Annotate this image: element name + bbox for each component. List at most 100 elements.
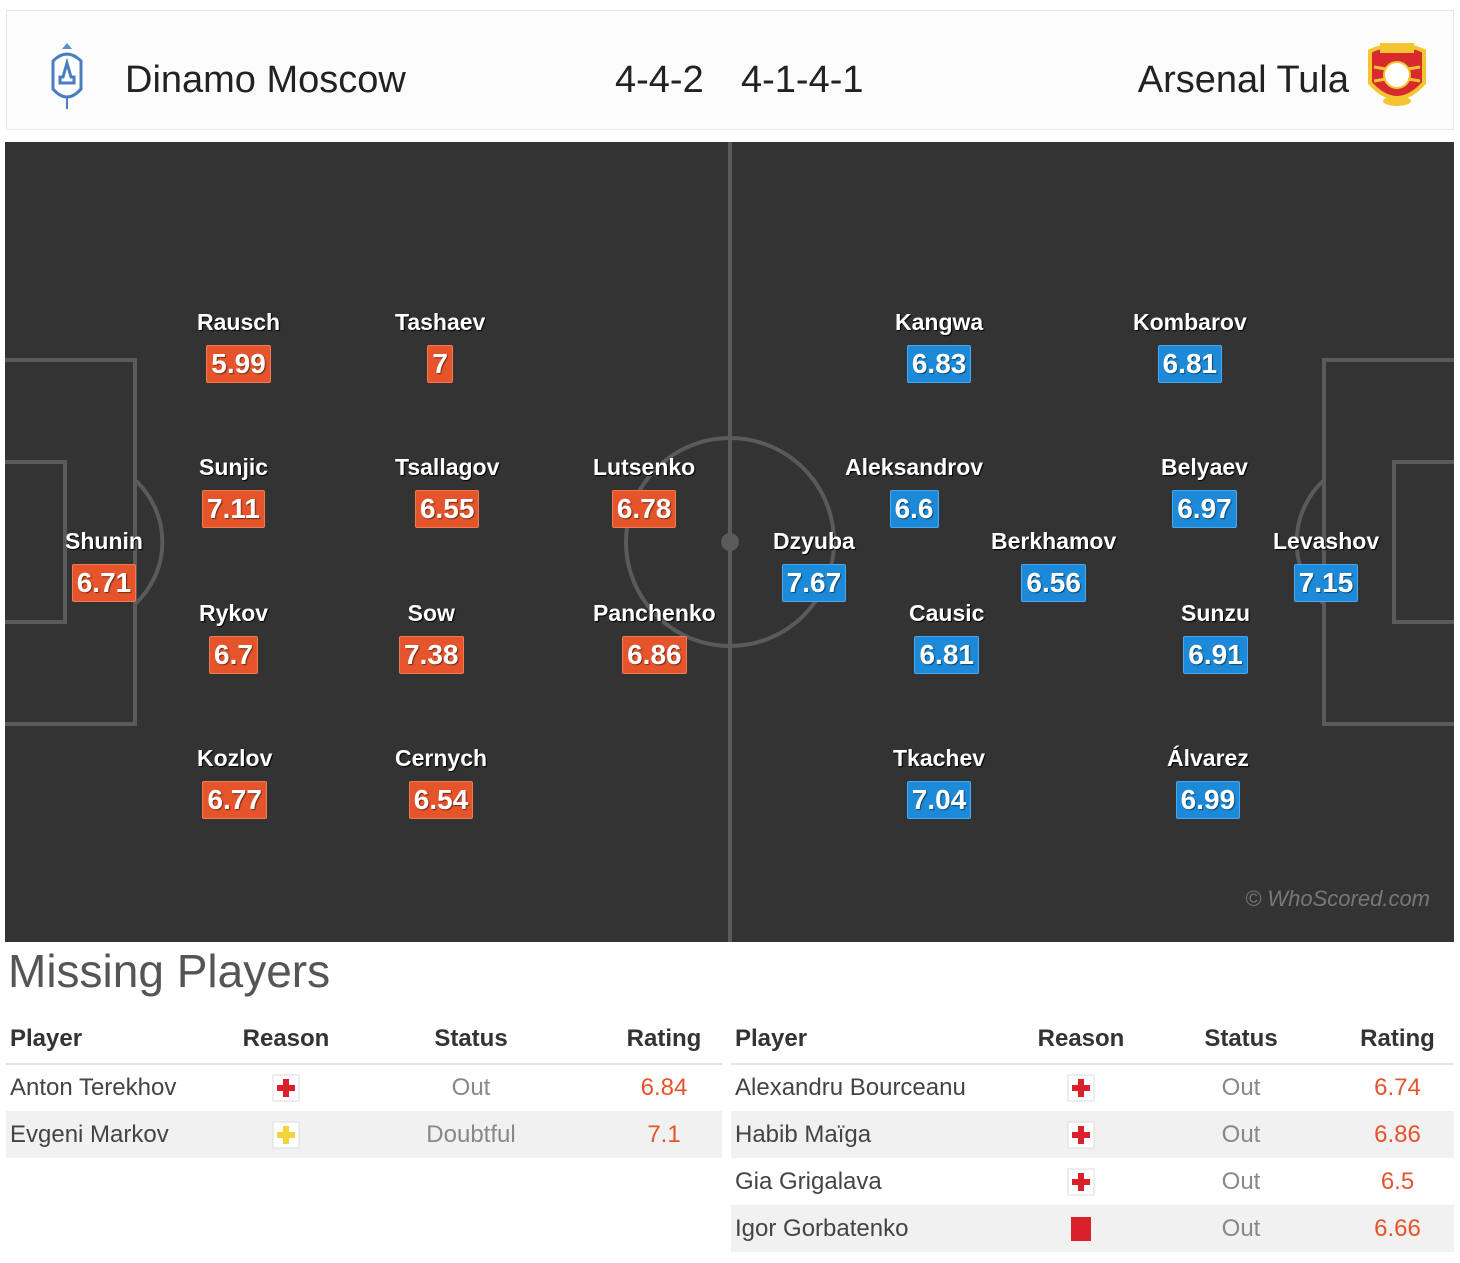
col-player[interactable]: Player	[731, 1014, 1021, 1065]
player-rating: 6.97	[1172, 490, 1237, 528]
away-missing-table: Player Reason Status Rating Alexandru Bo…	[731, 1014, 1454, 1252]
player-name: Sow	[407, 600, 455, 626]
player-name: Kombarov	[1133, 309, 1247, 335]
away-formation: 4-1-4-1	[741, 59, 864, 101]
watermark: © WhoScored.com	[1245, 886, 1430, 911]
missing-player-name[interactable]: Alexandru Bourceanu	[735, 1074, 966, 1101]
away-player[interactable]: Causic 6.81	[909, 600, 984, 674]
home-player[interactable]: Cernych 6.54	[395, 745, 487, 819]
col-reason[interactable]: Reason	[236, 1014, 336, 1065]
player-rating: 7.38	[399, 636, 464, 674]
player-name: Lutsenko	[593, 454, 696, 480]
arsenal-crest-icon[interactable]	[1362, 37, 1432, 111]
home-player[interactable]: Sow 7.38	[399, 600, 464, 674]
table-row: Anton Terekhov Out 6.84	[6, 1064, 722, 1111]
player-rating: 6.55	[414, 490, 480, 528]
injury-icon	[1067, 1074, 1095, 1102]
missing-rating: 7.1	[606, 1111, 722, 1158]
player-name: Kangwa	[895, 309, 984, 335]
away-player[interactable]: Levashov 7.15	[1273, 528, 1379, 602]
reason-cell	[236, 1064, 336, 1111]
player-rating: 6.81	[1157, 345, 1223, 383]
player-name: Dzyuba	[773, 528, 855, 554]
injury-icon	[272, 1074, 300, 1102]
home-player[interactable]: Lutsenko 6.78	[593, 454, 695, 528]
missing-status: Out	[1221, 1074, 1261, 1101]
home-player[interactable]: Tashaev 7	[395, 309, 485, 383]
reason-cell	[1021, 1205, 1141, 1252]
table-row: Gia Grigalava Out 6.5	[731, 1158, 1454, 1205]
player-rating: 7	[427, 345, 453, 383]
missing-player-name[interactable]: Gia Grigalava	[735, 1167, 882, 1195]
reason-cell	[236, 1111, 336, 1158]
table-row: Evgeni Markov Doubtful 7.1	[6, 1111, 722, 1158]
col-rating[interactable]: Rating	[606, 1014, 722, 1065]
player-rating: 6.7	[209, 636, 258, 674]
player-name: Tashaev	[395, 309, 486, 335]
home-formation: 4-4-2	[615, 59, 704, 101]
away-player[interactable]: Dzyuba 7.67	[773, 528, 855, 602]
missing-players-title: Missing Players	[8, 945, 331, 997]
player-rating: 7.04	[906, 781, 972, 819]
missing-player-name[interactable]: Habib Maïga	[731, 1111, 1021, 1158]
player-rating: 6.91	[1183, 636, 1248, 674]
player-rating: 6.6	[889, 490, 939, 528]
away-team-name[interactable]: Arsenal Tula	[1137, 59, 1349, 101]
away-player[interactable]: Sunzu 6.91	[1181, 600, 1250, 674]
player-name: Cernych	[395, 745, 488, 771]
player-name: Sunzu	[1181, 600, 1250, 626]
home-player[interactable]: Sunjic 7.11	[199, 454, 268, 528]
missing-player-name[interactable]: Anton Terekhov	[10, 1074, 177, 1101]
missing-rating: 6.74	[1374, 1074, 1421, 1101]
missing-rating: 6.86	[1341, 1111, 1454, 1158]
home-player[interactable]: Tsallagov 6.55	[395, 454, 499, 528]
missing-player-name[interactable]: Igor Gorbatenko	[731, 1205, 1021, 1252]
dinamo-crest-icon[interactable]	[47, 41, 87, 111]
player-name: Levashov	[1273, 528, 1380, 554]
away-player[interactable]: Kombarov 6.81	[1133, 309, 1247, 383]
player-rating: 6.99	[1175, 781, 1241, 819]
home-player[interactable]: Kozlov 6.77	[197, 745, 272, 819]
away-player[interactable]: Kangwa 6.83	[895, 309, 983, 383]
player-name: Belyaev	[1161, 454, 1248, 480]
away-player[interactable]: Álvarez 6.99	[1167, 745, 1249, 819]
player-rating: 6.54	[408, 781, 474, 819]
away-player[interactable]: Belyaev 6.97	[1161, 454, 1248, 528]
match-header: Dinamo Moscow 4-4-2 4-1-4-1 Arsenal Tula	[6, 10, 1454, 130]
col-rating[interactable]: Rating	[1341, 1014, 1454, 1065]
reason-cell	[1021, 1064, 1141, 1111]
red-card-icon	[1071, 1216, 1091, 1241]
home-player[interactable]: Rykov 6.7	[199, 600, 268, 674]
home-player[interactable]: Shunin 6.71	[65, 528, 143, 602]
injury-icon	[1067, 1121, 1095, 1149]
doubtful-icon	[272, 1121, 300, 1149]
col-status[interactable]: Status	[336, 1014, 606, 1065]
home-player[interactable]: Panchenko 6.86	[593, 600, 716, 674]
injury-icon	[1067, 1168, 1095, 1196]
pitch: Shunin 6.71 Rausch 5.99 Sunjic 7.11 Ryko…	[5, 142, 1454, 942]
away-player[interactable]: Berkhamov 6.56	[991, 528, 1116, 602]
col-status[interactable]: Status	[1141, 1014, 1341, 1065]
player-name: Panchenko	[593, 600, 716, 626]
player-rating: 6.56	[1021, 564, 1086, 602]
home-team-name[interactable]: Dinamo Moscow	[125, 59, 406, 101]
player-name: Shunin	[65, 528, 143, 554]
missing-status: Doubtful	[336, 1111, 606, 1158]
missing-rating: 6.66	[1341, 1205, 1454, 1252]
missing-status: Out	[1221, 1167, 1261, 1195]
player-name: Causic	[909, 600, 985, 626]
player-name: Rausch	[197, 309, 281, 335]
player-name: Tsallagov	[395, 454, 500, 480]
player-name: Rykov	[199, 600, 269, 626]
reason-cell	[1021, 1158, 1141, 1205]
col-player[interactable]: Player	[6, 1014, 236, 1065]
player-name: Kozlov	[197, 745, 273, 771]
away-player[interactable]: Tkachev 7.04	[893, 745, 985, 819]
player-name: Berkhamov	[991, 528, 1117, 554]
away-player[interactable]: Aleksandrov 6.6	[845, 454, 983, 528]
col-reason[interactable]: Reason	[1021, 1014, 1141, 1065]
home-player[interactable]: Rausch 5.99	[197, 309, 280, 383]
player-name: Aleksandrov	[845, 454, 984, 480]
player-name: Tkachev	[893, 745, 986, 771]
missing-player-name[interactable]: Evgeni Markov	[6, 1111, 236, 1158]
